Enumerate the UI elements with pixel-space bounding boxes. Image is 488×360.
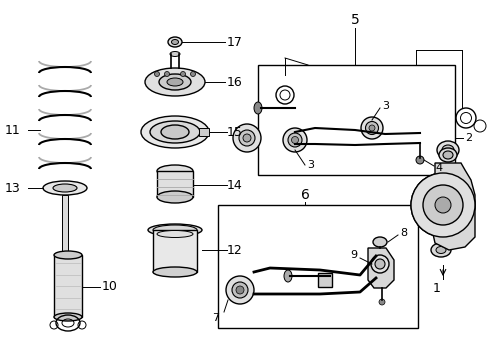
Circle shape xyxy=(422,185,462,225)
Ellipse shape xyxy=(283,128,306,152)
Polygon shape xyxy=(430,163,474,250)
Text: 15: 15 xyxy=(226,126,243,139)
Text: 5: 5 xyxy=(350,13,359,27)
Ellipse shape xyxy=(141,116,208,148)
Ellipse shape xyxy=(53,184,77,192)
Ellipse shape xyxy=(54,313,82,321)
Text: 2: 2 xyxy=(464,133,471,143)
Bar xyxy=(218,205,417,328)
Circle shape xyxy=(422,185,462,225)
Text: 10: 10 xyxy=(102,280,118,293)
Text: 3: 3 xyxy=(381,101,388,111)
Ellipse shape xyxy=(253,102,262,114)
Ellipse shape xyxy=(150,121,200,143)
Ellipse shape xyxy=(441,145,453,155)
Text: 14: 14 xyxy=(226,179,242,192)
Ellipse shape xyxy=(157,230,193,238)
Ellipse shape xyxy=(374,259,384,269)
Text: 16: 16 xyxy=(226,76,242,89)
Ellipse shape xyxy=(231,282,247,298)
Ellipse shape xyxy=(154,72,159,77)
Ellipse shape xyxy=(157,165,193,177)
Ellipse shape xyxy=(232,124,261,152)
Ellipse shape xyxy=(170,51,180,57)
Ellipse shape xyxy=(159,74,191,90)
Ellipse shape xyxy=(368,125,374,131)
Text: 8: 8 xyxy=(399,228,407,238)
Bar xyxy=(157,171,193,197)
Ellipse shape xyxy=(168,37,182,47)
Text: 9: 9 xyxy=(349,250,356,260)
Ellipse shape xyxy=(436,141,458,159)
Ellipse shape xyxy=(171,40,178,45)
Circle shape xyxy=(434,197,450,213)
Ellipse shape xyxy=(153,267,197,277)
Text: 3: 3 xyxy=(306,160,313,170)
Ellipse shape xyxy=(243,134,250,142)
Ellipse shape xyxy=(284,270,291,282)
Ellipse shape xyxy=(145,68,204,96)
Ellipse shape xyxy=(438,148,456,162)
Ellipse shape xyxy=(190,72,195,77)
Ellipse shape xyxy=(43,181,87,195)
Ellipse shape xyxy=(430,243,450,257)
Circle shape xyxy=(410,173,474,237)
Ellipse shape xyxy=(161,125,189,139)
Ellipse shape xyxy=(442,151,452,159)
Ellipse shape xyxy=(167,78,183,86)
Circle shape xyxy=(434,197,450,213)
Ellipse shape xyxy=(291,136,298,144)
Text: 13: 13 xyxy=(5,181,20,194)
Ellipse shape xyxy=(370,255,388,273)
Text: 6: 6 xyxy=(300,188,309,202)
Text: 11: 11 xyxy=(5,123,20,136)
Text: 12: 12 xyxy=(226,243,242,257)
Ellipse shape xyxy=(164,72,169,77)
Bar xyxy=(317,273,331,287)
Ellipse shape xyxy=(236,286,244,294)
Ellipse shape xyxy=(360,117,382,139)
Ellipse shape xyxy=(225,276,253,304)
Polygon shape xyxy=(367,248,393,288)
Ellipse shape xyxy=(372,237,386,247)
Bar xyxy=(199,128,208,136)
Bar xyxy=(54,255,82,317)
Ellipse shape xyxy=(239,130,254,146)
Ellipse shape xyxy=(378,299,384,305)
Bar xyxy=(153,230,197,272)
Bar xyxy=(258,65,454,175)
Ellipse shape xyxy=(180,72,185,77)
Text: 7: 7 xyxy=(212,313,219,323)
Text: 1: 1 xyxy=(432,283,440,296)
Text: 4: 4 xyxy=(434,163,441,173)
Bar xyxy=(62,195,68,255)
Ellipse shape xyxy=(365,122,378,135)
Ellipse shape xyxy=(415,156,423,164)
Ellipse shape xyxy=(148,224,202,236)
Text: 17: 17 xyxy=(226,36,243,49)
Ellipse shape xyxy=(287,133,302,147)
Ellipse shape xyxy=(153,225,197,235)
Ellipse shape xyxy=(435,247,445,253)
Ellipse shape xyxy=(54,251,82,259)
Circle shape xyxy=(410,173,474,237)
Ellipse shape xyxy=(157,191,193,203)
